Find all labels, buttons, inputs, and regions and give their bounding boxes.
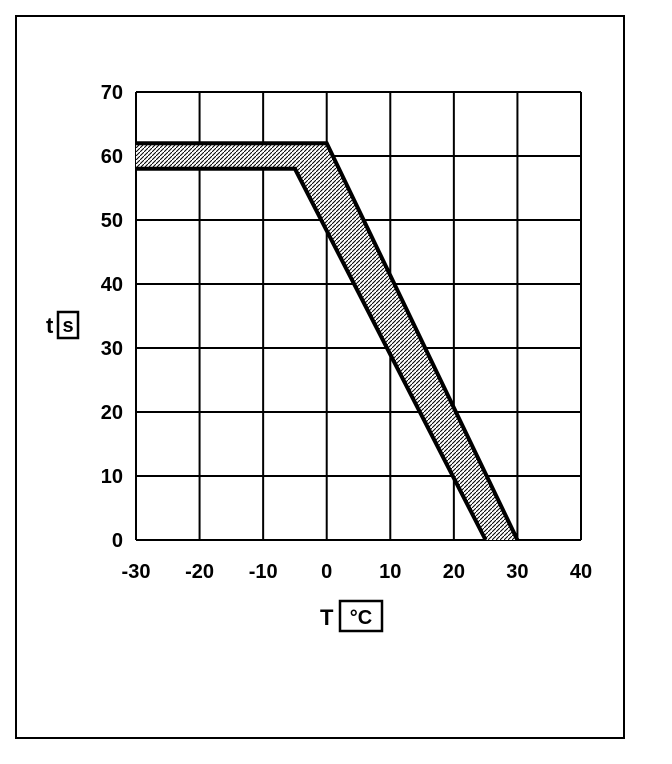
y-tick-label: 70 (101, 82, 123, 104)
y-tick-label: 50 (101, 210, 123, 232)
x-tick-label: 40 (570, 561, 592, 583)
x-tick-label: -10 (249, 561, 278, 583)
y-axis-unit: s (62, 315, 73, 337)
x-axis-unit-box (338, 599, 384, 633)
band-lines (136, 141, 520, 541)
y-tick-label: 60 (101, 146, 123, 168)
x-axis-symbol: T (320, 605, 334, 630)
outer-border (15, 15, 625, 739)
y-tick-label: 20 (101, 402, 123, 424)
x-tick-label: 10 (379, 561, 401, 583)
y-tick-label: 10 (101, 466, 123, 488)
band-lower-line (136, 166, 488, 541)
y-axis-label: t s (46, 310, 80, 340)
y-axis-symbol: t (46, 313, 54, 338)
y-tick-label: 30 (101, 338, 123, 360)
y-axis-unit-box (56, 310, 80, 340)
x-tick-label: 0 (321, 561, 332, 583)
x-axis-label: T °C (320, 599, 384, 633)
y-tick-label: 40 (101, 274, 123, 296)
x-tick-label: 20 (443, 561, 465, 583)
x-tick-label: -20 (185, 561, 214, 583)
band (136, 143, 518, 540)
x-tick-label: 30 (506, 561, 528, 583)
y-tick-labels: 0 10 20 30 40 50 60 70 (101, 82, 123, 552)
x-tick-labels: -30 -20 -10 0 10 20 30 40 (122, 561, 593, 583)
y-tick-label: 0 (112, 530, 123, 552)
x-tick-label: -30 (122, 561, 151, 583)
band-upper-line (136, 141, 520, 541)
x-axis-unit: °C (350, 607, 372, 629)
band-area (136, 143, 518, 540)
